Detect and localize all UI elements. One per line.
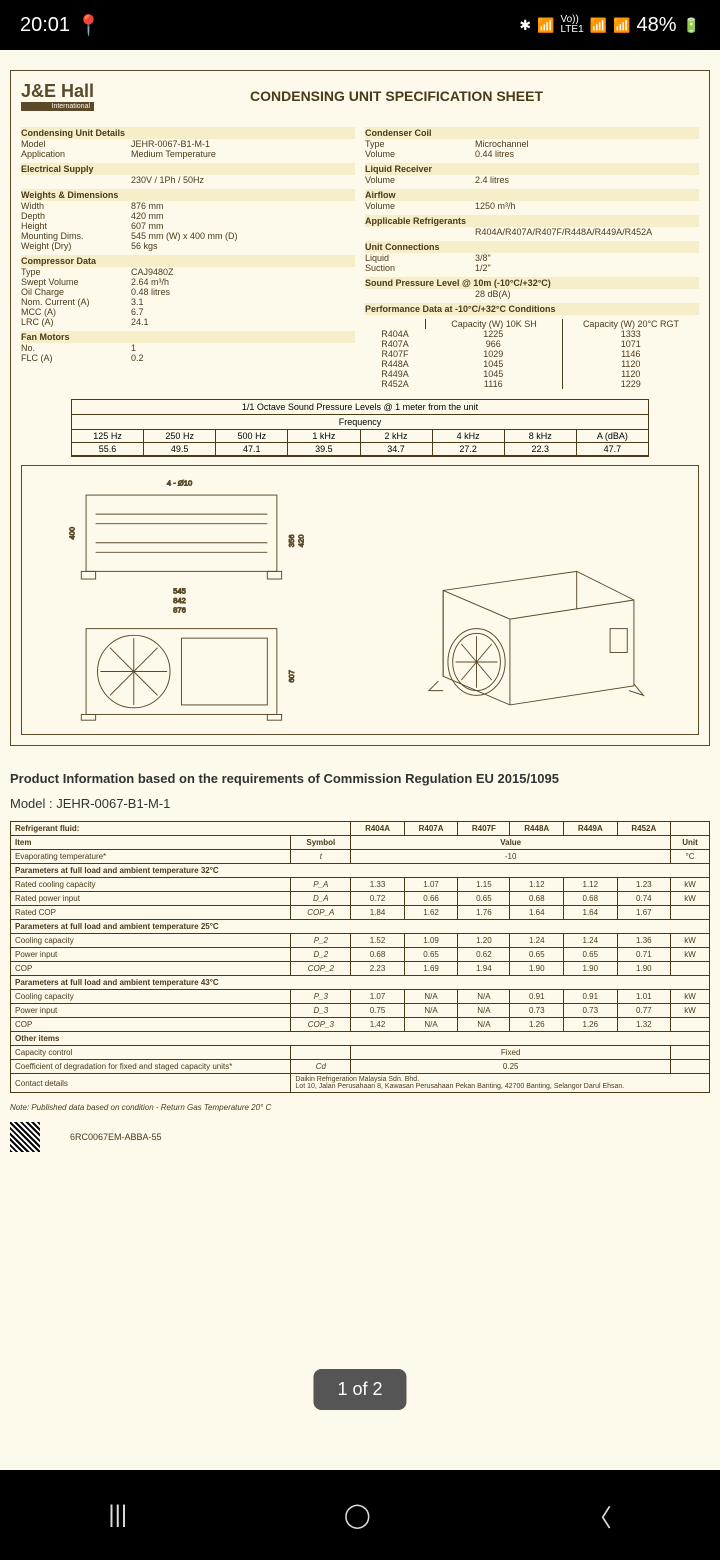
model-line: Model : JEHR-0067-B1-M-1 [10,796,710,811]
qr-code-icon [10,1122,40,1152]
home-button[interactable]: ◯ [344,1501,371,1530]
sheet-title: CONDENSING UNIT SPECIFICATION SHEET [94,88,699,104]
note: Note: Published data based on condition … [10,1103,710,1112]
page-indicator: 1 of 2 [313,1369,406,1410]
perf-table: Capacity (W) 10K SHCapacity (W) 20°C RGT… [365,319,699,389]
location-icon: 📍 [76,13,101,38]
data-table: Refrigerant fluid:R404AR407AR407FR448AR4… [10,821,710,1093]
right-column: Condenser CoilTypeMicrochannelVolume0.44… [365,123,699,389]
signal2-icon: 📶 [613,17,630,34]
svg-text:356: 356 [287,534,296,547]
product-code: 6RC0067EM-ABBA-55 [70,1132,162,1142]
left-column: Condensing Unit DetailsModelJEHR-0067-B1… [21,123,355,389]
svg-text:545: 545 [173,586,186,595]
battery-icon: 🔋 [683,17,700,34]
back-button[interactable]: 〈 [588,1498,612,1533]
perf-header: Performance Data at -10°C/+32°C Conditio… [365,303,699,315]
svg-text:842: 842 [173,596,186,605]
nav-bar: ||| ◯ 〈 [0,1470,720,1560]
technical-drawing: 4 - Ø10 545 842 876 400 356 420 607 [21,465,699,735]
svg-text:876: 876 [173,605,186,614]
document-viewport[interactable]: J&E Hall International CONDENSING UNIT S… [0,50,720,1470]
octave-table: 1/1 Octave Sound Pressure Levels @ 1 met… [71,399,649,457]
svg-text:420: 420 [297,534,306,547]
product-info: Product Information based on the require… [10,771,710,1152]
svg-text:607: 607 [287,670,296,683]
volte-icon: Vo))LTE1 [560,15,583,35]
prod-info-title: Product Information based on the require… [10,771,710,786]
status-time: 20:01 [20,14,70,37]
logo: J&E Hall International [21,81,94,111]
wifi-icon: 📶 [537,17,554,34]
svg-text:4 - Ø10: 4 - Ø10 [167,479,192,488]
status-bar: 20:01 📍 ✱ 📶 Vo))LTE1 📶 📶 48% 🔋 [0,0,720,50]
battery-text: 48% [637,14,677,37]
spec-sheet: J&E Hall International CONDENSING UNIT S… [10,70,710,746]
bluetooth-icon: ✱ [519,17,531,34]
svg-text:400: 400 [68,527,77,540]
signal-icon: 📶 [590,17,607,34]
recent-apps-button[interactable]: ||| [108,1501,127,1529]
